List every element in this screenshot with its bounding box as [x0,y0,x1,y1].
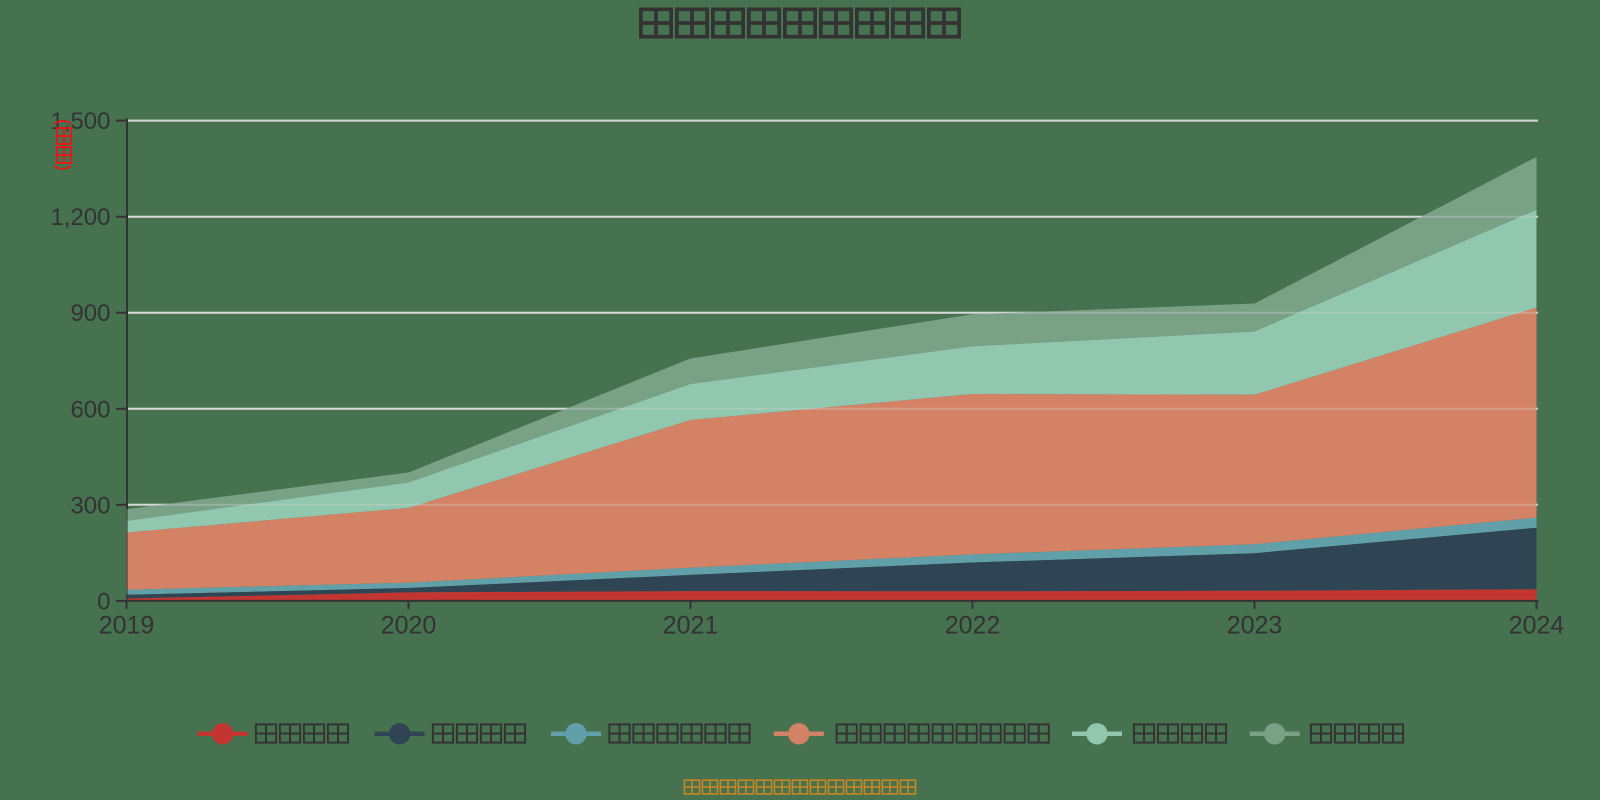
svg-text:2021: 2021 [663,612,719,640]
svg-text:0: 0 [97,588,110,615]
svg-text:): ) [53,165,74,171]
svg-text:2020: 2020 [381,612,437,640]
svg-text:900: 900 [70,300,110,327]
svg-text:1,200: 1,200 [50,204,110,231]
svg-text:2019: 2019 [99,612,155,640]
svg-text:1,500: 1,500 [50,108,110,135]
svg-text:(: ( [53,119,74,126]
svg-text:2023: 2023 [1227,612,1283,640]
svg-text:600: 600 [70,396,110,423]
svg-text:2024: 2024 [1509,612,1565,640]
svg-text:300: 300 [70,492,110,519]
svg-text:2022: 2022 [945,612,1001,640]
